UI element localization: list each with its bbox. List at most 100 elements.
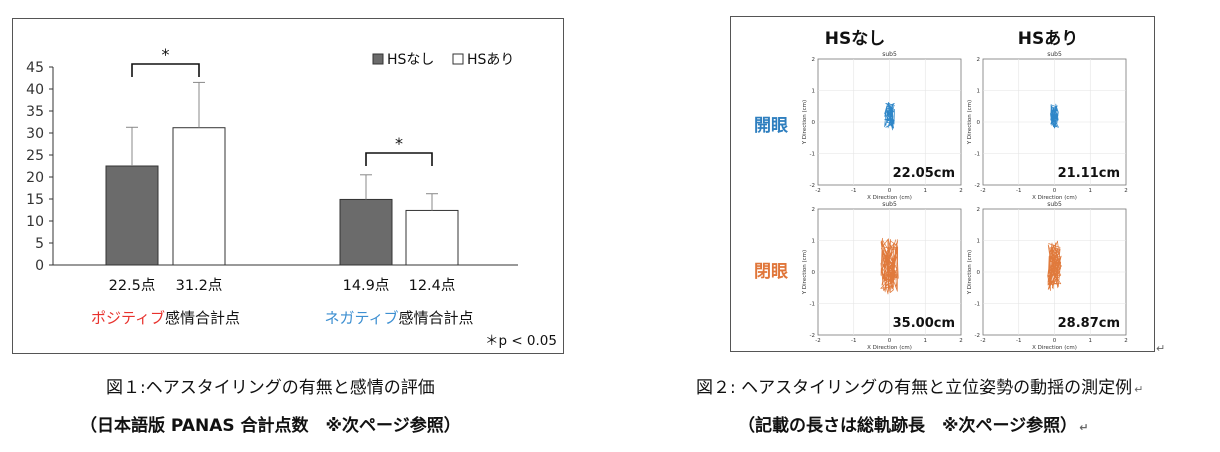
sway-plot: sub5 -2-2 -1 -1 0 0 1 1 2 2 X Direction (cm) Y Dire… <box>967 201 1128 351</box>
significance-bracket <box>365 152 433 166</box>
footnote: ＊p < 0.05 <box>485 333 557 349</box>
figure1-caption-line2: （日本語版 PANAS 合計点数 ※次ページ参照） <box>80 411 461 436</box>
y-axis-label: Y Direction (cm) <box>802 250 808 295</box>
x-tick-label: 2 <box>959 338 963 344</box>
x-tick-label: 2 <box>1124 338 1128 344</box>
y-tick-label: -1 <box>975 152 980 158</box>
x-tick-label: -1 <box>1016 188 1021 194</box>
y-tick-label: 1 <box>977 89 981 95</box>
y-tick-label: 5 <box>35 236 44 252</box>
bar <box>339 198 393 266</box>
y-tick-label: 2 <box>977 57 981 63</box>
significance-star: * <box>162 45 170 64</box>
figure1-caption-text2: （日本語版 PANAS 合計点数 ※次ページ参照） <box>80 416 461 436</box>
x-axis-label: X Direction (cm) <box>1032 195 1077 201</box>
significance-star: * <box>395 134 403 153</box>
path-length-value: 35.00cm <box>893 316 955 331</box>
y-tick-label: 1 <box>812 89 816 95</box>
x-axis-label: X Direction (cm) <box>867 345 912 351</box>
x-tick-label: 1 <box>924 188 928 194</box>
plot-subtitle: sub5 <box>882 51 897 58</box>
x-tick-label: 0 <box>888 338 892 344</box>
bar <box>172 127 226 266</box>
return-mark: ↵ <box>1134 383 1144 396</box>
sway-plot: sub5 -2-2 -1 -1 0 0 1 1 2 2 X Direction (cm) Y Dire… <box>802 51 963 201</box>
y-tick-label: 0 <box>977 120 981 126</box>
y-tick-label: 2 <box>812 207 816 213</box>
return-mark: ↵ <box>1079 421 1089 434</box>
x-axis-label: X Direction (cm) <box>1032 345 1077 351</box>
x-tick-label: 1 <box>1089 188 1093 194</box>
plot-subtitle: sub5 <box>1047 201 1062 208</box>
y-tick-label: 2 <box>812 57 816 63</box>
x-tick-label: -2 <box>815 338 820 344</box>
group-label-rest: 感情合計点 <box>165 309 240 327</box>
legend-label: HSあり <box>467 52 514 68</box>
y-tick-label: 30 <box>26 126 44 142</box>
y-tick-label: 15 <box>26 192 44 208</box>
figure2-sway-grid: HSなし HSあり 開眼 閉眼 sub5 -2 -2 -1 -1 0 0 1 1 2 2 X Directio… <box>730 16 1155 352</box>
y-tick-label: 0 <box>977 270 981 276</box>
x-tick-label: 0 <box>1053 188 1057 194</box>
sway-plot: sub5 -2-2 -1 -1 0 0 1 1 2 2 X Direction (cm) Y Dire… <box>967 51 1128 201</box>
group-label-colored: ネガティブ <box>324 309 398 327</box>
significance-bracket <box>131 63 200 77</box>
y-tick-label: -2 <box>975 183 980 189</box>
y-tick-label: 40 <box>26 82 44 98</box>
col-header-hs-yes: HSあり <box>1018 29 1078 49</box>
row-label-eyes-closed: 閉眼 <box>754 262 788 282</box>
return-mark: ↵ <box>1156 342 1166 355</box>
legend-label: HSなし <box>387 52 434 68</box>
y-tick-label: 25 <box>26 148 44 164</box>
figure2-caption-line2: （記載の長さは総軌跡長 ※次ページ参照） ↵ <box>738 411 1088 436</box>
y-tick-label: 45 <box>26 60 44 76</box>
x-tick-label: 1 <box>1089 338 1093 344</box>
y-tick-label: -1 <box>975 302 980 308</box>
x-tick-label: -2 <box>980 188 985 194</box>
x-tick-label: 2 <box>959 188 963 194</box>
group-label: ネガティブ感情合計点 <box>324 309 473 327</box>
value-label: 22.5点 <box>109 277 156 294</box>
y-tick-label: 0 <box>812 120 816 126</box>
sway-trajectory <box>880 237 899 295</box>
y-tick-label: -2 <box>975 333 980 339</box>
group-label-rest: 感情合計点 <box>399 309 474 327</box>
x-tick-label: -2 <box>815 188 820 194</box>
y-tick-label: 20 <box>26 170 44 186</box>
y-tick-label: -1 <box>810 152 815 158</box>
y-tick-label: 0 <box>35 258 44 274</box>
y-axis-label: Y Direction (cm) <box>967 100 973 145</box>
sway-trajectory <box>884 102 895 131</box>
y-axis-label: Y Direction (cm) <box>802 100 808 145</box>
value-label: 31.2点 <box>176 277 223 294</box>
legend-swatch <box>452 53 464 65</box>
y-axis-label: Y Direction (cm) <box>967 250 973 295</box>
y-tick-label: 1 <box>977 239 981 245</box>
bar <box>405 209 459 266</box>
x-tick-label: 1 <box>924 338 928 344</box>
y-tick-label: 10 <box>26 214 44 230</box>
plot-subtitle: sub5 <box>882 201 897 208</box>
y-tick-label: 0 <box>812 270 816 276</box>
group-label: ポジティブ感情合計点 <box>91 309 240 327</box>
y-tick-label: -2 <box>810 183 815 189</box>
x-tick-label: 0 <box>888 188 892 194</box>
x-tick-label: -1 <box>851 188 856 194</box>
path-length-value: 22.05cm <box>893 166 955 181</box>
sway-trajectory <box>1047 240 1062 291</box>
value-label: 12.4点 <box>409 277 456 294</box>
y-tick-label: 1 <box>812 239 816 245</box>
figure1-caption-line1: 図１:ヘアスタイリングの有無と感情の評価 <box>106 373 435 398</box>
x-axis-label: X Direction (cm) <box>867 195 912 201</box>
x-tick-label: -1 <box>1016 338 1021 344</box>
value-label: 14.9点 <box>343 277 390 294</box>
figure1-chart: 0 5 10 15 20 25 30 35 40 45 22.5点 31.2点 * ポジティブ感情合計点 1… <box>12 18 564 354</box>
bar <box>105 165 159 266</box>
group-label-colored: ポジティブ <box>91 309 165 327</box>
path-length-value: 21.11cm <box>1058 166 1120 181</box>
x-tick-label: -1 <box>851 338 856 344</box>
sway-plot: sub5 -2-2 -1 -1 0 0 1 1 2 2 X Direction (cm) Y Dire… <box>802 201 963 351</box>
y-tick-label: 35 <box>26 104 44 120</box>
